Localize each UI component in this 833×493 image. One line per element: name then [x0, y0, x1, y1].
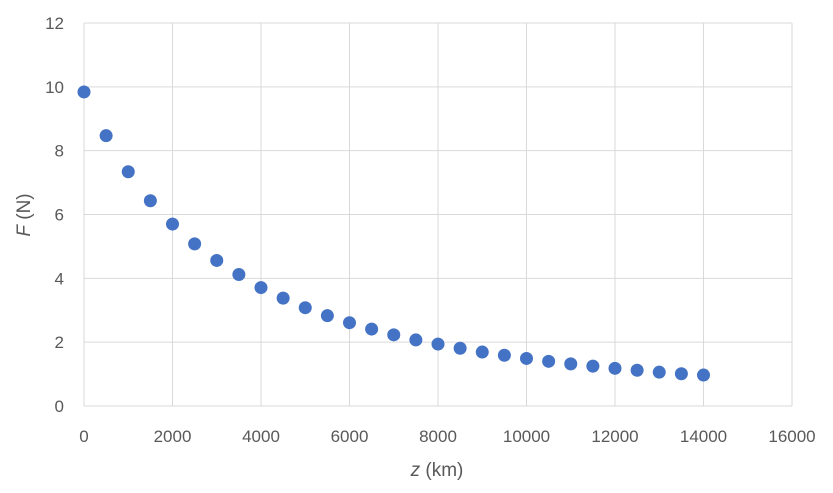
- x-tick-label: 16000: [768, 427, 815, 446]
- data-point: [365, 322, 379, 336]
- x-tick-label: 4000: [242, 427, 280, 446]
- x-tick-label: 6000: [331, 427, 369, 446]
- y-tick-label: 6: [55, 206, 64, 225]
- data-point: [409, 333, 423, 347]
- data-point: [343, 316, 356, 330]
- data-point: [387, 328, 401, 342]
- x-tick-label: 0: [79, 427, 88, 446]
- data-point: [630, 363, 644, 377]
- data-point: [475, 345, 489, 359]
- data-point: [298, 301, 312, 315]
- data-point: [99, 129, 113, 143]
- data-point: [542, 354, 556, 368]
- data-point: [121, 165, 135, 179]
- data-point: [674, 367, 688, 381]
- x-tick-label: 12000: [591, 427, 638, 446]
- y-tick-label: 4: [55, 269, 64, 288]
- x-tick-label: 2000: [154, 427, 192, 446]
- data-point: [254, 281, 268, 295]
- x-axis-ticks: 0 2000 4000 6000 8000 10000 12000 14000 16000: [79, 427, 815, 446]
- data-point: [232, 268, 246, 282]
- data-point: [276, 291, 290, 305]
- y-axis-ticks: 0 2 4 6 8 10 12: [45, 14, 64, 416]
- data-point: [210, 253, 224, 267]
- data-point: [652, 365, 666, 379]
- data-point: [188, 237, 202, 251]
- data-point: [143, 194, 157, 208]
- y-tick-label: 8: [55, 142, 64, 161]
- y-tick-label: 2: [55, 333, 64, 352]
- y-axis-title: F (N): [14, 193, 35, 236]
- data-point: [697, 368, 710, 382]
- data-point: [166, 217, 179, 231]
- data-points: [77, 85, 710, 382]
- y-tick-label: 12: [45, 14, 64, 33]
- data-point: [608, 361, 622, 375]
- y-tick-label: 0: [55, 397, 64, 416]
- data-point: [586, 359, 600, 373]
- data-point: [564, 357, 578, 371]
- data-point: [431, 337, 445, 351]
- x-axis-title: z (km): [410, 460, 464, 481]
- y-tick-label: 10: [45, 78, 64, 97]
- grid-lines: [83, 22, 793, 407]
- data-point: [497, 348, 511, 362]
- x-tick-label: 8000: [419, 427, 457, 446]
- data-point: [453, 341, 467, 355]
- data-point: [77, 85, 91, 99]
- x-tick-label: 10000: [503, 427, 550, 446]
- data-point: [520, 351, 533, 365]
- data-point: [320, 309, 334, 323]
- x-tick-label: 14000: [680, 427, 727, 446]
